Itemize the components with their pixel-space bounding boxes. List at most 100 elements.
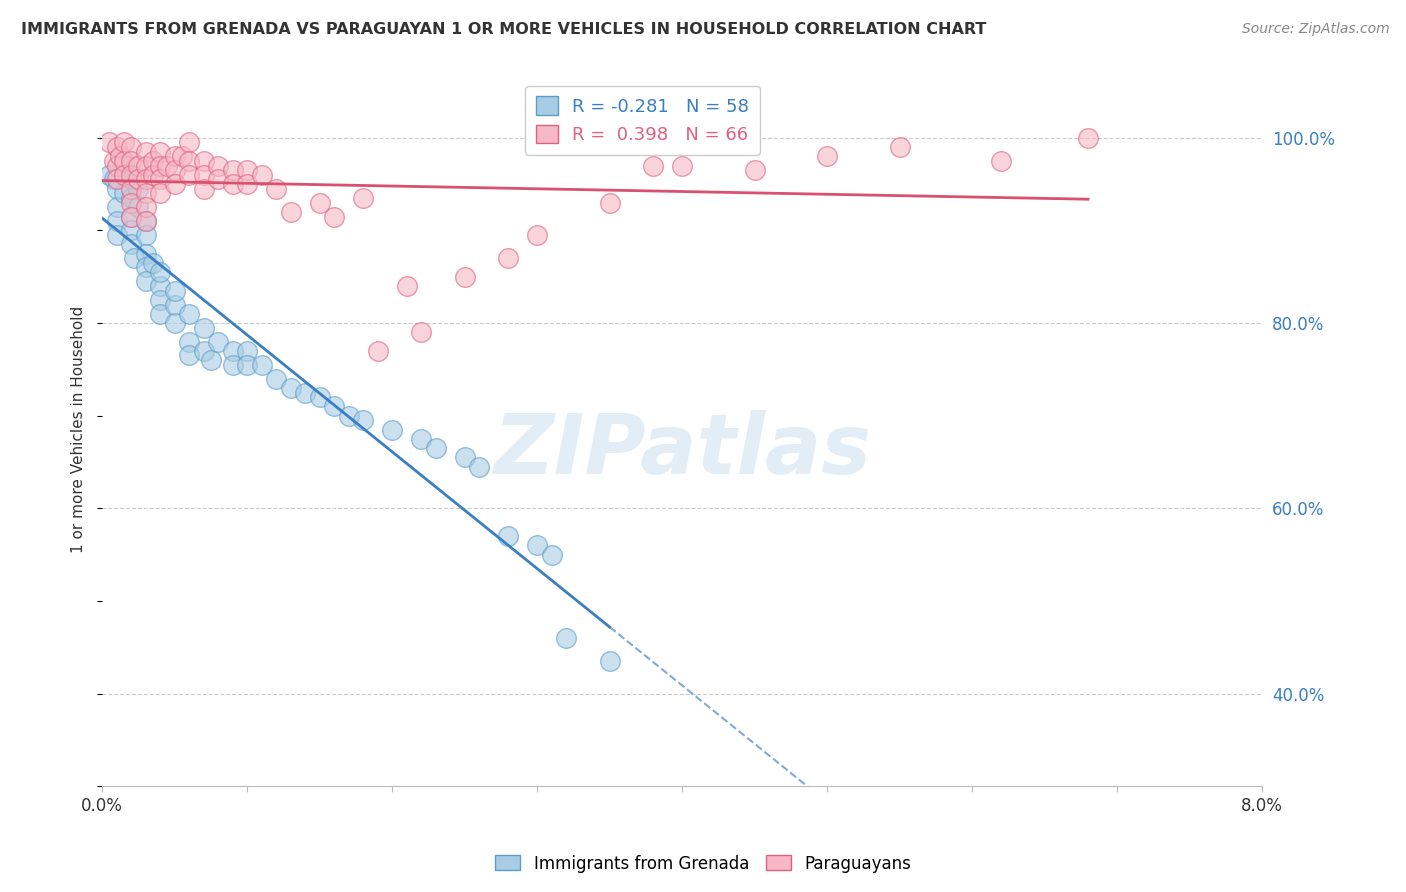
Point bbox=[105, 172, 128, 186]
Point bbox=[453, 269, 475, 284]
Point bbox=[540, 548, 562, 562]
Point bbox=[179, 153, 201, 168]
Point bbox=[221, 177, 243, 191]
Point bbox=[149, 307, 172, 321]
Point bbox=[250, 168, 273, 182]
Point bbox=[221, 343, 243, 358]
Point bbox=[179, 168, 201, 182]
Point bbox=[526, 228, 548, 243]
Point bbox=[453, 450, 475, 465]
Point bbox=[294, 385, 316, 400]
Point bbox=[170, 149, 193, 163]
Point bbox=[127, 172, 149, 186]
Point bbox=[163, 297, 186, 311]
Point bbox=[135, 214, 157, 228]
Point bbox=[411, 432, 433, 446]
Point bbox=[599, 654, 621, 668]
Point bbox=[120, 140, 142, 154]
Point bbox=[149, 145, 172, 159]
Point bbox=[112, 159, 135, 173]
Point bbox=[135, 200, 157, 214]
Point bbox=[135, 246, 157, 260]
Point bbox=[163, 316, 186, 330]
Point bbox=[193, 168, 215, 182]
Point bbox=[599, 195, 621, 210]
Point bbox=[142, 153, 165, 168]
Point bbox=[193, 153, 215, 168]
Point bbox=[496, 251, 519, 265]
Point bbox=[135, 274, 157, 288]
Point bbox=[221, 358, 243, 372]
Point bbox=[149, 265, 172, 279]
Point bbox=[149, 279, 172, 293]
Point bbox=[744, 163, 766, 178]
Point bbox=[425, 441, 447, 455]
Point bbox=[122, 251, 145, 265]
Point bbox=[120, 168, 142, 182]
Point bbox=[112, 168, 135, 182]
Point bbox=[149, 172, 172, 186]
Text: IMMIGRANTS FROM GRENADA VS PARAGUAYAN 1 OR MORE VEHICLES IN HOUSEHOLD CORRELATIO: IMMIGRANTS FROM GRENADA VS PARAGUAYAN 1 … bbox=[21, 22, 987, 37]
Point bbox=[207, 159, 229, 173]
Point bbox=[98, 136, 121, 150]
Point bbox=[112, 136, 135, 150]
Point bbox=[120, 172, 142, 186]
Point bbox=[323, 210, 346, 224]
Point bbox=[163, 177, 186, 191]
Point bbox=[135, 172, 157, 186]
Point bbox=[179, 136, 201, 150]
Point bbox=[323, 400, 346, 414]
Point bbox=[105, 159, 128, 173]
Point bbox=[264, 371, 287, 385]
Point bbox=[120, 237, 142, 252]
Point bbox=[236, 177, 259, 191]
Point bbox=[105, 140, 128, 154]
Point bbox=[149, 159, 172, 173]
Point bbox=[163, 149, 186, 163]
Point bbox=[308, 195, 330, 210]
Legend: R = -0.281   N = 58, R =  0.398   N = 66: R = -0.281 N = 58, R = 0.398 N = 66 bbox=[526, 86, 761, 155]
Point bbox=[105, 182, 128, 196]
Point bbox=[643, 159, 665, 173]
Point bbox=[163, 284, 186, 298]
Point bbox=[207, 334, 229, 349]
Point bbox=[411, 326, 433, 340]
Point bbox=[526, 538, 548, 552]
Point bbox=[98, 168, 121, 182]
Point bbox=[120, 153, 142, 168]
Point bbox=[105, 214, 128, 228]
Point bbox=[990, 153, 1012, 168]
Point bbox=[193, 182, 215, 196]
Point bbox=[108, 149, 131, 163]
Point bbox=[221, 163, 243, 178]
Point bbox=[179, 334, 201, 349]
Point bbox=[105, 200, 128, 214]
Point bbox=[381, 423, 404, 437]
Point bbox=[105, 228, 128, 243]
Point bbox=[103, 172, 125, 186]
Point bbox=[135, 214, 157, 228]
Point bbox=[112, 186, 135, 201]
Point bbox=[135, 228, 157, 243]
Point bbox=[142, 168, 165, 182]
Point bbox=[193, 320, 215, 334]
Text: ZIPatlas: ZIPatlas bbox=[494, 410, 872, 491]
Point bbox=[236, 343, 259, 358]
Point bbox=[127, 159, 149, 173]
Point bbox=[250, 358, 273, 372]
Point bbox=[280, 205, 302, 219]
Point bbox=[120, 223, 142, 237]
Point bbox=[156, 159, 179, 173]
Point bbox=[149, 293, 172, 307]
Point bbox=[112, 153, 135, 168]
Point bbox=[1077, 130, 1099, 145]
Point bbox=[889, 140, 911, 154]
Legend: Immigrants from Grenada, Paraguayans: Immigrants from Grenada, Paraguayans bbox=[488, 848, 918, 880]
Point bbox=[367, 343, 389, 358]
Point bbox=[127, 200, 149, 214]
Point bbox=[120, 210, 142, 224]
Point bbox=[120, 191, 142, 205]
Point bbox=[207, 172, 229, 186]
Point bbox=[135, 186, 157, 201]
Point bbox=[120, 182, 142, 196]
